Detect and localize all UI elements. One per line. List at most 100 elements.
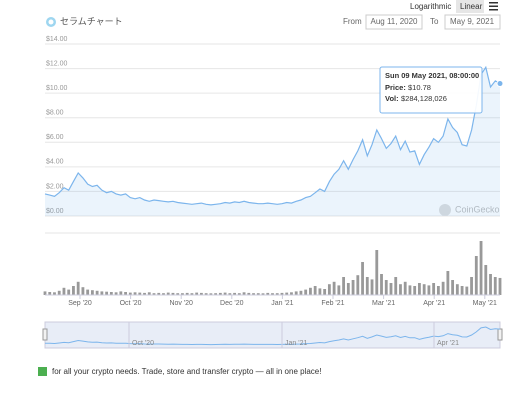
volume-bar [313, 286, 317, 295]
volume-bar [275, 293, 279, 295]
volume-bar [346, 283, 350, 295]
volume-bar [375, 250, 379, 295]
volume-bar [327, 284, 331, 295]
volume-bar [181, 293, 184, 295]
volume-bar [252, 293, 255, 295]
volume-bar [147, 292, 151, 295]
volume-bar [105, 291, 109, 295]
volume-bar [218, 292, 222, 295]
tooltip-date: Sun 09 May 2021, 08:00:00 [385, 71, 479, 80]
volume-bar [133, 292, 137, 295]
volume-bar [436, 286, 440, 295]
volume-bar [261, 293, 265, 295]
volume-bar [237, 293, 241, 295]
volume-bar [408, 285, 412, 295]
volume-bar [489, 274, 492, 295]
navigator-line [44, 326, 501, 346]
volume-bar [399, 284, 402, 295]
navigator-handle[interactable] [42, 328, 48, 341]
tooltip-vol: $284,128,026 [401, 94, 447, 103]
volume-bar [474, 256, 478, 295]
to-input[interactable] [444, 14, 501, 30]
volume-bar [67, 289, 71, 295]
tooltip-price-label: Price: [385, 83, 406, 92]
volume-bar [280, 292, 284, 295]
volume-bar [209, 293, 213, 295]
x-tick-label: Apr '21 [423, 300, 445, 307]
to-date[interactable]: May 9, 2021 [450, 17, 495, 26]
volume-bar [72, 286, 75, 295]
volume-bar [380, 274, 383, 295]
tooltip-price: $10.78 [408, 83, 431, 92]
navigator-tick-label: Apr '21 [437, 340, 459, 347]
menu-icon[interactable] [489, 2, 498, 11]
volume-bar [119, 291, 123, 295]
volume-bar [242, 292, 246, 295]
x-tick-label: Feb '21 [321, 300, 344, 307]
volume-bar [465, 286, 469, 295]
navigator-handle[interactable] [497, 328, 503, 341]
volume-bar [451, 280, 455, 295]
volume-bar [100, 291, 104, 295]
volume-bar [309, 287, 312, 295]
volume-bar [57, 290, 61, 295]
tooltip-vol-label: Vol: [385, 94, 399, 103]
y-tick-label: $10.00 [46, 85, 68, 92]
y-tick-label: $4.00 [46, 159, 64, 166]
volume-bar [124, 292, 127, 295]
volume-bar [195, 292, 199, 295]
volume-bar [323, 289, 327, 295]
volume-bar [356, 275, 360, 295]
linear-button[interactable]: Linear [460, 2, 483, 11]
volume-bar [114, 292, 118, 295]
x-tick-label: May '21 [473, 300, 497, 307]
volume-bar [95, 290, 99, 295]
volume-bar [271, 293, 274, 295]
volume-bar [389, 283, 393, 295]
y-tick-label: $8.00 [46, 110, 64, 117]
volume-bar [446, 271, 450, 295]
from-date[interactable]: Aug 11, 2020 [370, 17, 418, 26]
volume-bar [332, 281, 336, 295]
watermark-logo [439, 204, 451, 216]
x-tick-label: Nov '20 [169, 300, 193, 307]
volume-bar [318, 288, 322, 295]
from-input[interactable] [365, 14, 423, 30]
log-button[interactable]: Logarithmic [410, 2, 451, 11]
volume-bar [403, 281, 407, 295]
volume-bar [166, 292, 170, 295]
from-label: From [343, 17, 362, 26]
hover-marker [496, 80, 504, 88]
volume-bar [365, 277, 369, 295]
volume-bar [418, 283, 421, 295]
volume-bar [337, 285, 341, 295]
volume-bar [247, 292, 251, 295]
volume-bar [455, 284, 459, 295]
price-line [44, 65, 501, 206]
x-tick-label: Oct '20 [120, 300, 142, 307]
volume-bar [266, 292, 270, 295]
volume-bar [157, 292, 161, 295]
volume-bar [109, 292, 113, 295]
volume-bar [204, 293, 208, 295]
footer-text: for all your crypto needs. Trade, store … [52, 367, 321, 376]
volume-bar [62, 287, 66, 295]
volume-bar [233, 292, 236, 295]
volume-bar [498, 277, 502, 295]
linear-button-bg[interactable] [456, 0, 484, 13]
navigator-tick-label: Oct '20 [132, 340, 154, 347]
y-tick-label: $6.00 [46, 134, 64, 141]
volume-bar [470, 277, 473, 295]
volume-bar [304, 289, 308, 295]
volume-bar [43, 291, 47, 295]
x-tick-label: Jan '21 [271, 300, 293, 307]
volume-bar [427, 285, 431, 295]
tooltip-box [379, 66, 483, 114]
to-label: To [430, 17, 439, 26]
volume-bar [171, 292, 175, 295]
volume-bar [138, 292, 142, 295]
volume-bar [493, 277, 497, 295]
volume-bar [223, 292, 227, 295]
volume-bar [479, 241, 483, 295]
volume-bar [394, 277, 398, 295]
